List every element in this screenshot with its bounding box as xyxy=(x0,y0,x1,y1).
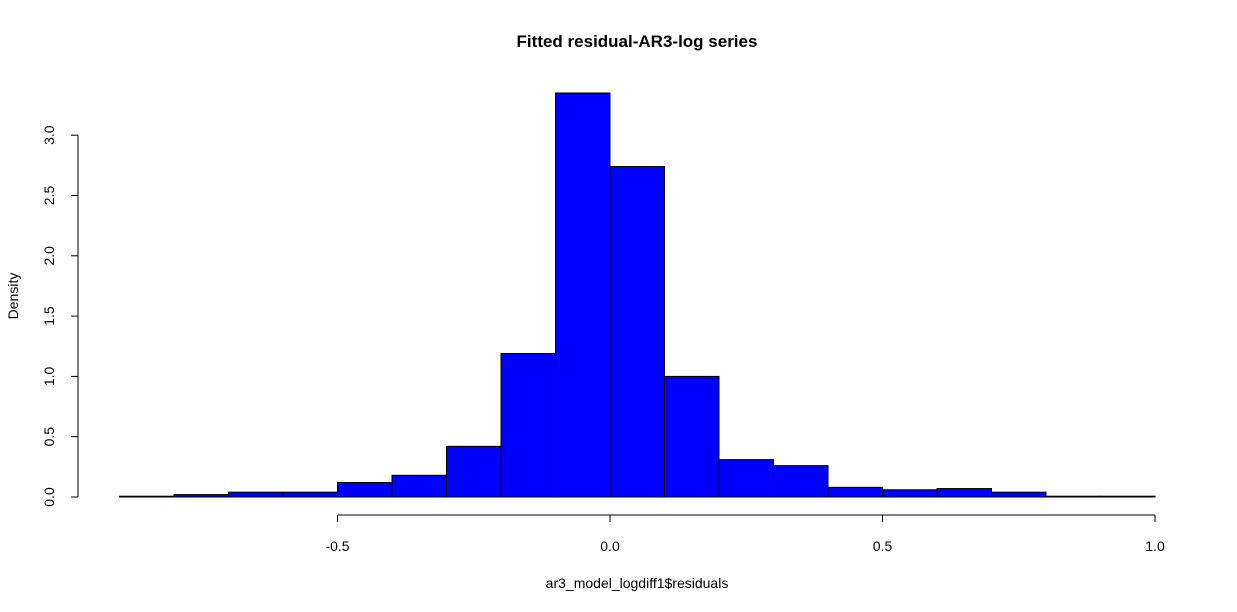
histogram-bar xyxy=(391,474,447,498)
histogram-bar xyxy=(173,494,229,498)
x-axis-label: ar3_model_logdiff1$residuals xyxy=(546,575,729,591)
histogram-bar xyxy=(446,445,502,498)
histogram-bar xyxy=(936,488,992,498)
x-tick-label: 0.5 xyxy=(873,538,893,554)
y-tick-label: 3.0 xyxy=(41,125,57,145)
histogram-bar xyxy=(1045,495,1101,498)
histogram-bar xyxy=(991,491,1047,498)
y-tick-label: 0.5 xyxy=(41,427,57,447)
histogram-bar xyxy=(718,459,774,498)
histogram-bar xyxy=(827,486,883,498)
x-tick-label: -0.5 xyxy=(325,538,349,554)
y-tick-label: 0.0 xyxy=(41,487,57,507)
x-axis: -0.5 0.0 0.5 1.0 xyxy=(325,514,1165,554)
histogram-bar xyxy=(119,495,175,498)
x-tick-label: 0.0 xyxy=(600,538,620,554)
y-tick-label: 1.0 xyxy=(41,366,57,386)
histogram-bar xyxy=(337,482,393,498)
histogram-bar xyxy=(664,375,720,498)
y-axis: 0.0 0.5 1.0 1.5 2.0 2.5 3.0 xyxy=(41,125,79,507)
chart-title: Fitted residual-AR3-log series xyxy=(517,32,758,51)
histogram-bar xyxy=(882,489,938,498)
histogram-bar xyxy=(282,491,338,498)
histogram-bar xyxy=(609,166,665,498)
histogram-bar xyxy=(1100,495,1156,498)
histogram-bar xyxy=(555,92,611,498)
y-tick-label: 2.5 xyxy=(41,186,57,206)
x-tick-label: 1.0 xyxy=(1145,538,1165,554)
histogram-bar xyxy=(773,465,829,498)
y-tick-label: 1.5 xyxy=(41,306,57,326)
y-tick-label: 2.0 xyxy=(41,246,57,266)
histogram-bar xyxy=(228,491,284,498)
y-axis-label: Density xyxy=(5,273,21,320)
bars-group xyxy=(119,92,1156,498)
histogram-bar xyxy=(500,352,556,498)
